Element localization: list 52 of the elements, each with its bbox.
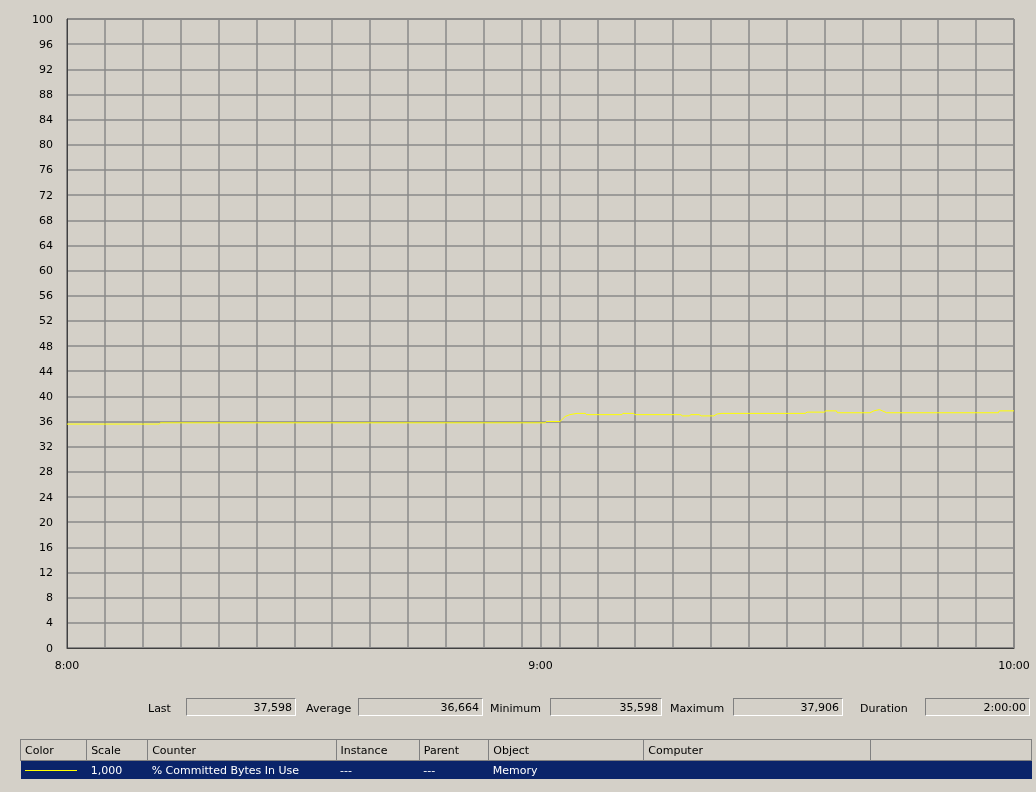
y-tick-label: 52 (39, 314, 53, 328)
text: Object (488, 739, 644, 761)
text: Last (148, 702, 171, 715)
text: Scale (86, 739, 148, 761)
text: Color (20, 739, 87, 761)
text: 36,664 (358, 698, 483, 716)
y-tick-label: 96 (39, 37, 53, 51)
y-tick-label: 72 (39, 188, 53, 202)
y-tick-label: 60 (39, 264, 53, 278)
text: 35,598 (550, 698, 662, 716)
text: 2:00:00 (925, 698, 1030, 716)
y-tick-label: 4 (46, 616, 53, 630)
y-tick-label: 48 (39, 339, 53, 353)
text: Average (306, 702, 352, 715)
text: 1,000 (86, 760, 148, 779)
text: Parent (419, 739, 489, 761)
text: --- (336, 760, 420, 779)
text: Memory (488, 760, 644, 779)
y-tick-label: 44 (39, 364, 53, 378)
x-tick-label: 9:00 (528, 659, 553, 672)
text: Duration (860, 702, 908, 715)
y-tick-label: 28 (39, 465, 53, 479)
y-tick-label: 8 (46, 591, 53, 605)
y-tick-label: 24 (39, 490, 53, 504)
x-tick-label: 10:00 (998, 659, 1030, 672)
y-tick-label: 68 (39, 213, 53, 227)
y-tick-label: 12 (39, 566, 53, 580)
line-series (66, 409, 1015, 425)
y-tick-label: 36 (39, 415, 53, 429)
y-tick-label: 32 (39, 440, 53, 454)
text: Counter (147, 739, 337, 761)
text: Computer (643, 739, 871, 761)
y-tick-label: 76 (39, 163, 53, 177)
text: % Committed Bytes In Use (147, 760, 337, 779)
y-tick-label: 56 (39, 289, 53, 303)
y-tick-label: 88 (39, 87, 53, 101)
x-tick-label: 8:00 (54, 659, 80, 672)
text: 37,598 (186, 698, 296, 716)
y-tick-label: 80 (39, 138, 53, 152)
text: Minimum (490, 702, 541, 715)
y-tick-label: 92 (39, 62, 53, 76)
text: 37,906 (733, 698, 843, 716)
text: --- (419, 760, 489, 779)
y-tick-label: 20 (39, 515, 53, 529)
text: Instance (336, 739, 420, 761)
y-tick-label: 84 (39, 113, 53, 127)
y-tick-label: 64 (39, 238, 53, 252)
y-tick-label: 40 (39, 389, 53, 403)
y-tick-label: 100 (32, 12, 53, 26)
text: Maximum (670, 702, 725, 715)
y-tick-label: 16 (39, 540, 53, 554)
y-tick-label: 0 (46, 641, 53, 655)
